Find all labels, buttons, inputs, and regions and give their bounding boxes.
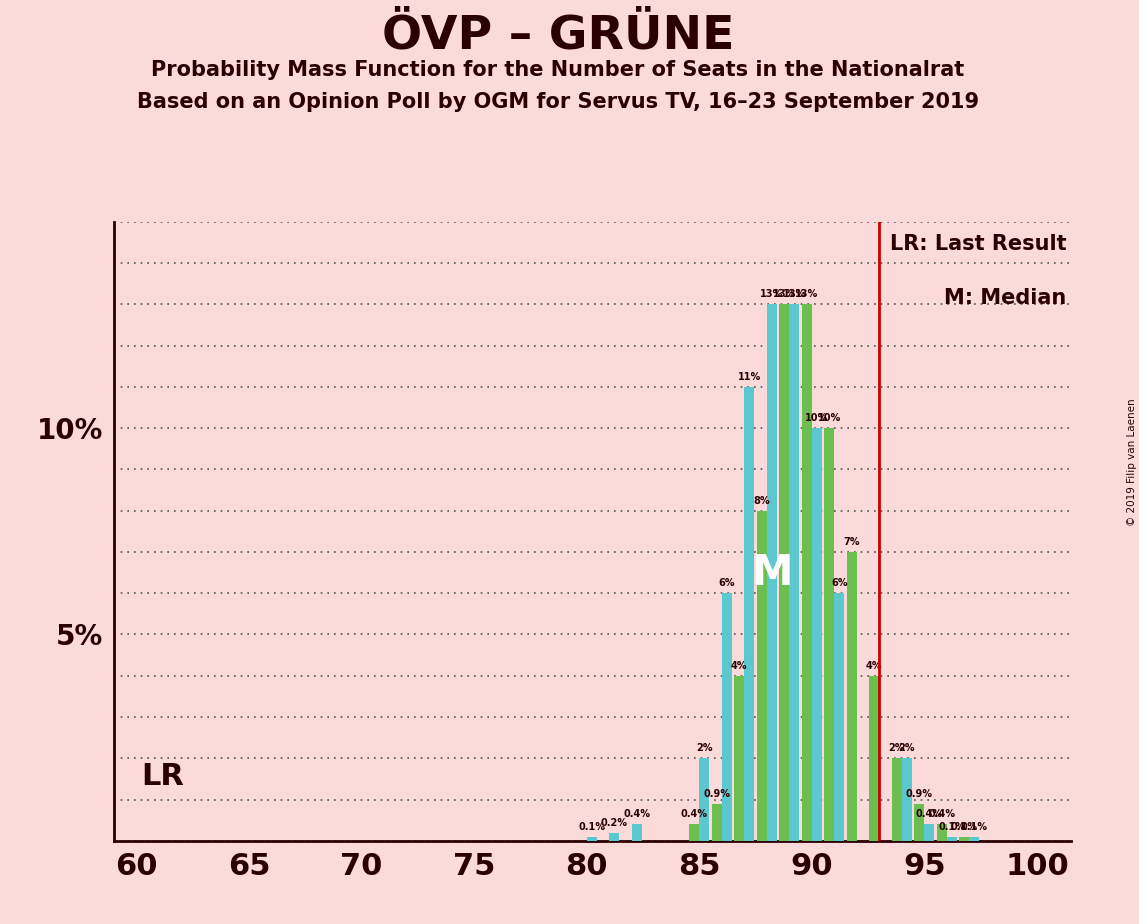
- Text: LR: Last Result: LR: Last Result: [890, 234, 1066, 254]
- Text: 0.1%: 0.1%: [579, 821, 605, 832]
- Bar: [969, 837, 980, 841]
- Bar: [609, 833, 620, 841]
- Text: © 2019 Filip van Laenen: © 2019 Filip van Laenen: [1126, 398, 1137, 526]
- Text: 10%: 10%: [818, 413, 841, 423]
- Text: Based on an Opinion Poll by OGM for Servus TV, 16–23 September 2019: Based on an Opinion Poll by OGM for Serv…: [137, 92, 980, 113]
- Text: 6%: 6%: [831, 578, 847, 589]
- Text: 13%: 13%: [772, 289, 796, 299]
- Bar: [802, 304, 812, 841]
- Bar: [587, 837, 597, 841]
- Text: 2%: 2%: [899, 743, 915, 753]
- Bar: [779, 304, 789, 841]
- Text: 0.4%: 0.4%: [681, 809, 707, 820]
- Text: 2%: 2%: [888, 743, 906, 753]
- Bar: [846, 552, 857, 841]
- Text: 0.9%: 0.9%: [906, 789, 933, 798]
- Bar: [689, 824, 699, 841]
- Bar: [744, 387, 754, 841]
- Text: 4%: 4%: [731, 661, 747, 671]
- Bar: [902, 759, 912, 841]
- Bar: [825, 428, 834, 841]
- Text: 0.9%: 0.9%: [703, 789, 730, 798]
- Bar: [699, 759, 710, 841]
- Text: ÖVP – GRÜNE: ÖVP – GRÜNE: [382, 14, 735, 59]
- Text: 13%: 13%: [760, 289, 784, 299]
- Bar: [915, 804, 925, 841]
- Text: 0.2%: 0.2%: [600, 818, 628, 828]
- Text: LR: LR: [141, 762, 183, 791]
- Text: 0.4%: 0.4%: [916, 809, 943, 820]
- Text: 0.1%: 0.1%: [961, 821, 988, 832]
- Bar: [892, 759, 902, 841]
- Bar: [712, 804, 722, 841]
- Bar: [936, 824, 947, 841]
- Text: 13%: 13%: [795, 289, 818, 299]
- Text: Probability Mass Function for the Number of Seats in the Nationalrat: Probability Mass Function for the Number…: [151, 60, 965, 80]
- Bar: [756, 511, 767, 841]
- Bar: [869, 675, 879, 841]
- Text: 7%: 7%: [844, 537, 860, 547]
- Bar: [834, 593, 844, 841]
- Text: 0.4%: 0.4%: [928, 809, 956, 820]
- Bar: [632, 824, 641, 841]
- Text: 8%: 8%: [753, 495, 770, 505]
- Bar: [925, 824, 934, 841]
- Bar: [767, 304, 777, 841]
- Text: M: Median: M: Median: [944, 287, 1066, 308]
- Text: 0.1%: 0.1%: [939, 821, 966, 832]
- Text: 2%: 2%: [696, 743, 713, 753]
- Text: 13%: 13%: [782, 289, 806, 299]
- Text: M: M: [751, 552, 793, 593]
- Text: 4%: 4%: [866, 661, 883, 671]
- Bar: [812, 428, 822, 841]
- Text: 0.4%: 0.4%: [623, 809, 650, 820]
- Bar: [735, 675, 744, 841]
- Text: 0.1%: 0.1%: [951, 821, 977, 832]
- Text: 11%: 11%: [738, 371, 761, 382]
- Bar: [722, 593, 732, 841]
- Text: 10%: 10%: [805, 413, 828, 423]
- Bar: [947, 837, 957, 841]
- Bar: [959, 837, 969, 841]
- Text: 6%: 6%: [719, 578, 735, 589]
- Bar: [789, 304, 800, 841]
